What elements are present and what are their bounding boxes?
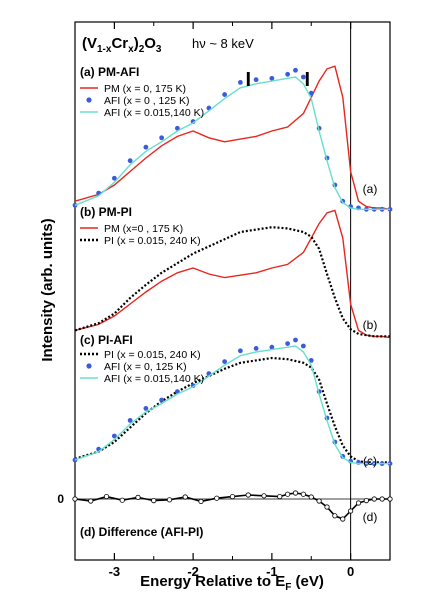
legend-swatch-a <box>86 97 92 103</box>
data-point-c <box>159 397 165 403</box>
data-point-d <box>229 493 236 500</box>
x-ticks: -3 -2 -1 0 <box>74 22 391 579</box>
data-point-d <box>308 494 314 500</box>
legend-swatch-c <box>86 363 92 369</box>
data-point-a <box>300 74 306 80</box>
data-point-d <box>387 496 393 502</box>
data-point-d <box>277 493 283 500</box>
peak-marker: I <box>245 69 251 91</box>
data-point-d <box>324 504 330 510</box>
data-point-d <box>261 493 267 499</box>
data-point-c <box>237 348 243 354</box>
data-point-d <box>214 495 220 501</box>
series-line-d <box>74 492 390 520</box>
data-point-d <box>332 513 338 519</box>
zero-tick-label: 0 <box>57 492 64 506</box>
data-point-d <box>371 496 377 502</box>
series-layer <box>72 65 393 522</box>
data-point-a <box>143 144 149 150</box>
data-point-a <box>269 75 275 81</box>
data-point-a <box>159 135 165 141</box>
series-line-b <box>74 209 391 339</box>
legend-label-c: AFI (x = 0.015,140 K) <box>104 373 204 385</box>
chart-title: (V1-xCrx)2O3 <box>82 35 162 55</box>
x-tick-label: -2 <box>187 564 199 579</box>
x-tick-label: -3 <box>109 564 121 579</box>
data-point-c <box>308 358 314 363</box>
data-point-d <box>103 493 110 500</box>
data-point-a <box>237 80 243 85</box>
data-point-d <box>119 497 125 503</box>
legend-label-a: AFI (x = 0.015,140 K) <box>104 107 204 119</box>
legend-label-c: PI (x = 0.015, 240 K) <box>104 349 201 361</box>
legend-label-a: AFI (x = 0 , 125 K) <box>104 95 190 107</box>
data-point-d <box>379 496 385 502</box>
panel-side-label-c: (c) <box>363 454 377 468</box>
y-axis-label: Intensity (arb. units) <box>39 218 56 361</box>
legend-label-a: PM (x = 0, 175 K) <box>104 83 186 95</box>
panel-side-label-d: (d) <box>363 510 378 524</box>
legend-label-b: PI (x = 0.015, 240 K) <box>104 235 201 247</box>
series-line-c <box>74 345 390 465</box>
data-point-c <box>143 406 149 411</box>
data-point-d <box>151 497 157 504</box>
data-point-c <box>253 346 259 351</box>
data-point-d <box>166 497 173 503</box>
data-point-d <box>182 494 188 500</box>
panel-side-label-a: (a) <box>363 182 378 196</box>
series-dotted-b <box>74 226 390 338</box>
data-point-d <box>135 494 141 500</box>
data-point-a <box>174 125 180 131</box>
data-point-a <box>285 71 291 77</box>
panel-text-layer: I I(a) PM-AFI(a)PM (x = 0, 175 K)AFI (x =… <box>80 65 377 539</box>
data-point-d <box>285 491 291 497</box>
panel-title-d: (d) Difference (AFI-PI) <box>80 525 203 539</box>
panel-side-label-b: (b) <box>363 318 378 332</box>
data-point-d <box>198 498 204 504</box>
data-point-c <box>300 343 306 349</box>
data-point-a <box>308 90 314 96</box>
data-point-d <box>88 498 94 504</box>
data-point-d <box>300 491 306 497</box>
panel-title-b: (b) PM-PI <box>80 205 132 219</box>
data-point-d <box>355 500 362 506</box>
data-point-a <box>293 67 298 73</box>
data-point-d <box>72 496 78 502</box>
data-point-c <box>222 359 228 364</box>
data-point-c <box>269 344 275 350</box>
series-line-a <box>74 76 390 210</box>
data-point-d <box>363 497 369 504</box>
legend-label-c: AFI (x = 0, 125 K) <box>104 361 187 373</box>
x-tick-label: -1 <box>266 564 278 579</box>
data-point-c <box>293 337 298 343</box>
data-point-c <box>127 418 133 423</box>
data-point-c <box>285 341 291 346</box>
data-point-c <box>111 433 117 439</box>
data-point-d <box>316 498 322 504</box>
panel-title-c: (c) PI-AFI <box>80 333 133 347</box>
x-tick-label: 0 <box>347 564 354 579</box>
legend-label-b: PM (x=0 , 175 K) <box>104 223 183 235</box>
chart-energy-label: hν ~ 8 keV <box>192 36 254 51</box>
data-point-a <box>111 175 117 181</box>
data-point-a <box>222 92 228 97</box>
x-axis-label: Energy Relative to EF (eV) <box>140 573 324 593</box>
series-line-a <box>74 65 391 210</box>
peak-marker: I <box>305 69 311 91</box>
data-point-d <box>245 492 251 498</box>
data-point-d <box>292 490 299 496</box>
data-point-d <box>340 516 346 522</box>
data-point-a <box>253 77 259 83</box>
data-point-d <box>348 508 354 514</box>
panel-title-a: (a) PM-AFI <box>80 65 139 79</box>
data-point-a <box>127 158 133 164</box>
